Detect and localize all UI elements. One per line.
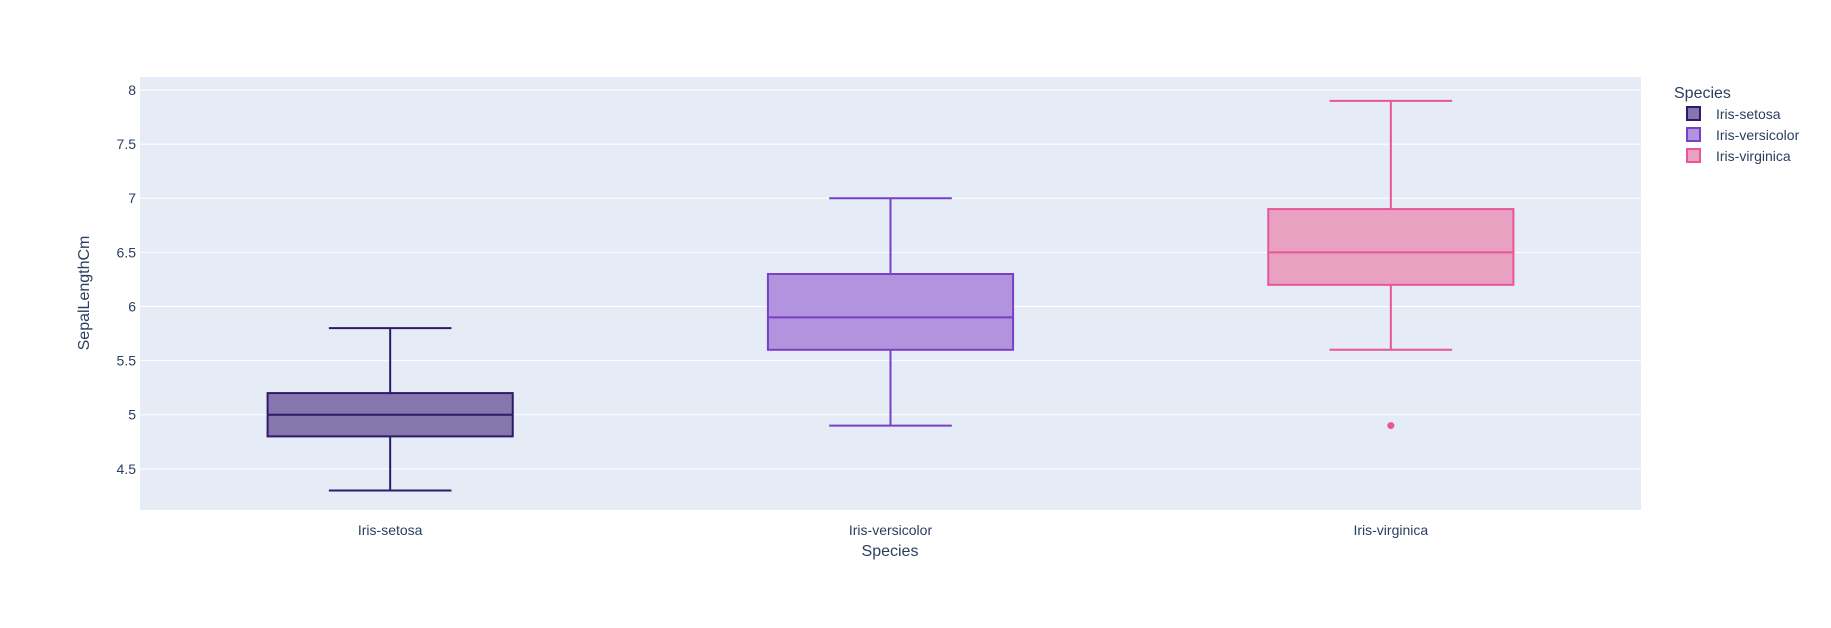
y-tick-label: 5.5: [117, 353, 137, 369]
box-iris-versicolor: [766, 197, 1015, 427]
legend-swatch: [1686, 127, 1701, 142]
y-tick-label: 7: [128, 190, 136, 206]
box-series: [266, 99, 1515, 492]
iqr-box: [1267, 208, 1515, 286]
box-iris-setosa: [266, 327, 514, 492]
x-axis-ticks: Iris-setosa Iris-versicolor Iris-virginica: [358, 522, 1429, 538]
y-tick-label: 8: [128, 82, 136, 98]
x-tick-label: Iris-virginica: [1353, 522, 1428, 538]
legend-item-iris-versicolor: Iris-versicolor: [1686, 127, 1800, 143]
y-tick-label: 4.5: [117, 461, 137, 477]
x-axis-title: Species: [862, 543, 919, 560]
legend-title: Species: [1674, 85, 1731, 102]
legend-item-iris-virginica: Iris-virginica: [1686, 148, 1791, 164]
y-tick-label: 7.5: [117, 136, 137, 152]
x-tick-label: Iris-versicolor: [849, 522, 933, 538]
outlier-point: [1387, 422, 1395, 430]
y-axis-title: SepalLengthCm: [76, 236, 93, 351]
legend-swatch: [1686, 148, 1701, 163]
legend-item-iris-setosa: Iris-setosa: [1686, 106, 1781, 122]
legend-label: Iris-versicolor: [1716, 127, 1800, 143]
iqr-box: [766, 273, 1015, 351]
y-axis-ticks: 4.5 5 5.5 6 6.5 7 7.5 8: [117, 82, 137, 477]
y-tick-label: 6.5: [117, 244, 137, 260]
legend-label: Iris-setosa: [1716, 106, 1781, 122]
legend: Species Iris-setosa Iris-versicolor Iris-v…: [1674, 85, 1800, 164]
x-tick-label: Iris-setosa: [358, 522, 423, 538]
box-iris-virginica: [1267, 99, 1515, 430]
legend-label: Iris-virginica: [1716, 148, 1791, 164]
y-tick-label: 5: [128, 407, 136, 423]
legend-swatch: [1686, 106, 1701, 121]
y-tick-label: 6: [128, 298, 136, 314]
